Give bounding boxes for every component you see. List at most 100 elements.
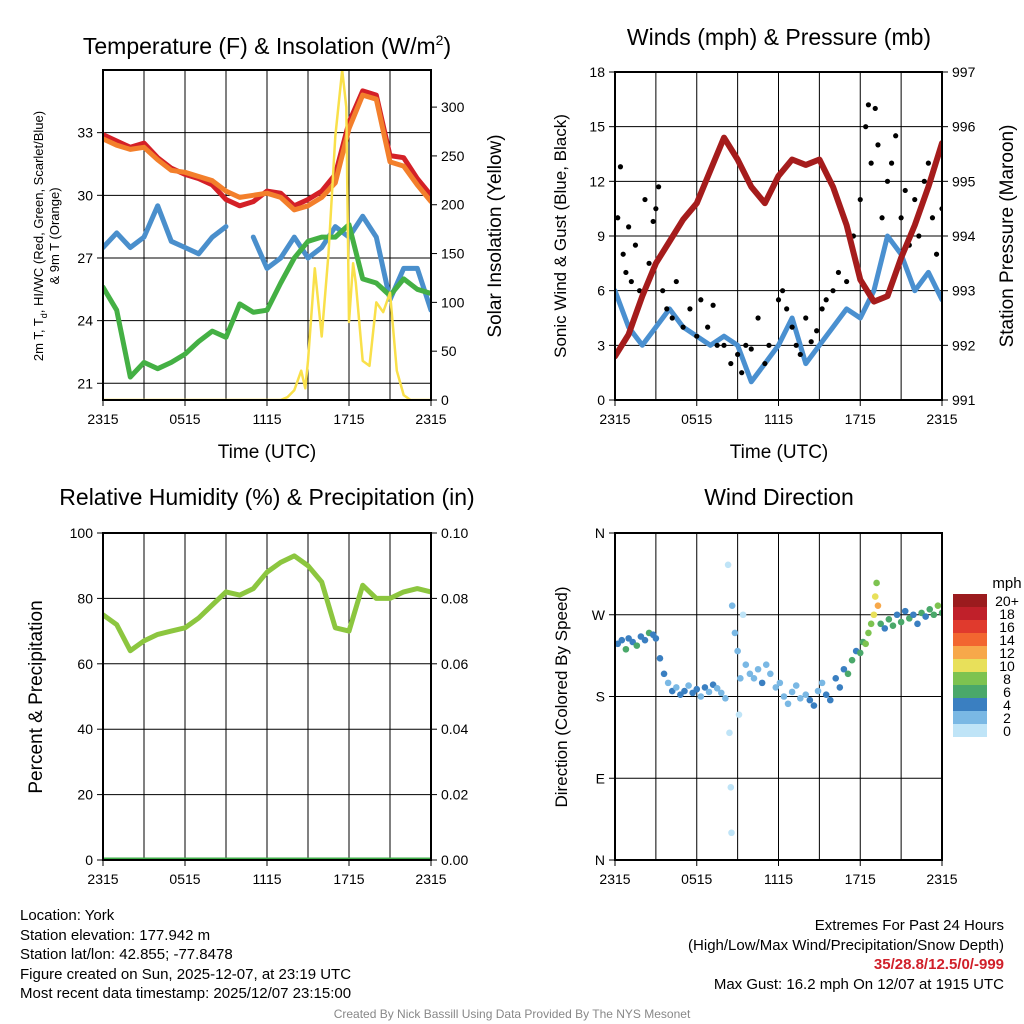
y-tick-label: 20: [77, 787, 93, 803]
colorbar-label: 12: [999, 645, 1015, 661]
gust-point: [814, 328, 820, 334]
credit-text: Created By Nick Bassill Using Data Provi…: [333, 1007, 691, 1021]
y-tick-label: N: [595, 852, 605, 868]
direction-point: [641, 636, 649, 644]
colorbar-swatch: [953, 672, 987, 685]
gust-point: [743, 342, 749, 348]
gust-point: [623, 269, 629, 276]
colorbar-swatch: [953, 633, 987, 646]
gust-point: [929, 215, 936, 221]
location-text: Location: York: [20, 907, 115, 924]
winds-chart-title: Winds (mph) & Pressure (mb): [627, 24, 931, 50]
extremes-legend: (High/Low/Max Wind/Precipitation/Snow De…: [688, 936, 1004, 954]
direction-point: [713, 685, 721, 692]
y2-tick-label: 994: [952, 228, 976, 244]
gust-point: [626, 224, 632, 230]
y-tick-label: 18: [589, 64, 605, 80]
extremes-info: Extremes For Past 24 Hours (High/Low/Max…: [688, 916, 1004, 994]
direction-point: [622, 645, 630, 653]
series-group: [103, 553, 431, 860]
direction-point: [822, 691, 830, 698]
direction-point: [737, 675, 744, 682]
direction-point: [728, 829, 735, 837]
series-solar-insolation: [103, 70, 431, 400]
x-tick-label: 2315: [87, 411, 118, 427]
direction-point: [893, 611, 901, 619]
direction-point: [717, 689, 725, 697]
y2-tick-label: 200: [441, 197, 465, 213]
gust-point: [808, 339, 814, 345]
direction-point: [633, 642, 641, 649]
x-tick-label: 1115: [764, 871, 793, 887]
y-tick-label: 9: [597, 228, 605, 244]
direction-point: [728, 602, 736, 609]
colorbar-swatch: [953, 620, 987, 633]
y2-tick-label: 50: [441, 343, 457, 359]
gust-point: [664, 306, 670, 312]
gust-point: [863, 124, 869, 130]
x-tick-label: 0515: [681, 871, 712, 887]
gust-point: [642, 196, 648, 203]
wind-direction-chart-title: Wind Direction: [704, 484, 854, 510]
direction-point: [673, 684, 680, 691]
direction-point: [848, 656, 856, 664]
x-tick-label: 0515: [681, 411, 712, 427]
plot-frame: [102, 69, 432, 401]
series-station-pressure: [615, 134, 942, 360]
y-tick-label: S: [596, 689, 605, 705]
gust-point: [739, 370, 745, 376]
direction-point: [873, 579, 880, 587]
y-tick-label: 60: [77, 656, 93, 672]
direction-point: [934, 602, 942, 609]
gust-point: [748, 346, 754, 352]
direction-point: [735, 711, 743, 718]
gust-point: [925, 160, 931, 166]
panel-1: 21 24 27 30 33 0 50 100 150 200 250 300 2315 0515 1115…: [77, 69, 465, 427]
colorbar-swatch: [953, 646, 987, 659]
gust-point: [793, 342, 799, 348]
series-group: [615, 561, 942, 837]
temperature-y-label: 2m T, Td, HI/WC (Red, Green, Scarlet/Blu…: [31, 111, 49, 361]
direction-point: [727, 784, 735, 791]
gust-point: [868, 160, 874, 166]
gust-point: [879, 215, 885, 221]
gust-point: [921, 178, 927, 184]
y-tick-label: 6: [597, 283, 605, 299]
direction-point: [701, 684, 709, 691]
gust-point: [766, 342, 772, 348]
y2-tick-label: 991: [952, 392, 976, 408]
gust-point: [912, 196, 918, 203]
y2-tick-label: 996: [952, 119, 976, 135]
gust-point: [803, 315, 809, 321]
gust-point: [669, 315, 675, 321]
humidity-chart-title: Relative Humidity (%) & Precipitation (i…: [59, 484, 474, 510]
direction-point: [734, 647, 741, 655]
series-td: [103, 222, 431, 380]
gust-point: [673, 278, 679, 285]
direction-point: [656, 655, 664, 662]
y-tick-label: 24: [77, 313, 93, 329]
plot-frame: [614, 71, 943, 401]
x-tick-label: 1715: [845, 411, 876, 427]
gust-point: [893, 133, 899, 139]
gust-point: [844, 278, 850, 285]
direction-point: [758, 679, 766, 687]
gust-point: [933, 251, 940, 257]
latlon-text: Station lat/lon: 42.855; -77.8478: [20, 946, 233, 963]
colorbar-label: 6: [1003, 684, 1011, 700]
direction-point: [836, 684, 844, 691]
colorbar-swatch: [953, 607, 987, 620]
gust-point: [714, 342, 720, 348]
gust-point: [789, 324, 795, 330]
series-relative-humidity: [103, 553, 431, 654]
gust-point: [784, 306, 790, 312]
direction-point: [826, 696, 834, 704]
direction-point: [652, 635, 660, 642]
y-tick-label: N: [595, 525, 605, 541]
x-tick-label: 1715: [333, 871, 364, 887]
y-tick-label: 0: [85, 852, 93, 868]
series-sonic-wind: [615, 233, 942, 385]
y-tick-label: 21: [77, 375, 93, 391]
y-tick-label: E: [596, 770, 605, 786]
